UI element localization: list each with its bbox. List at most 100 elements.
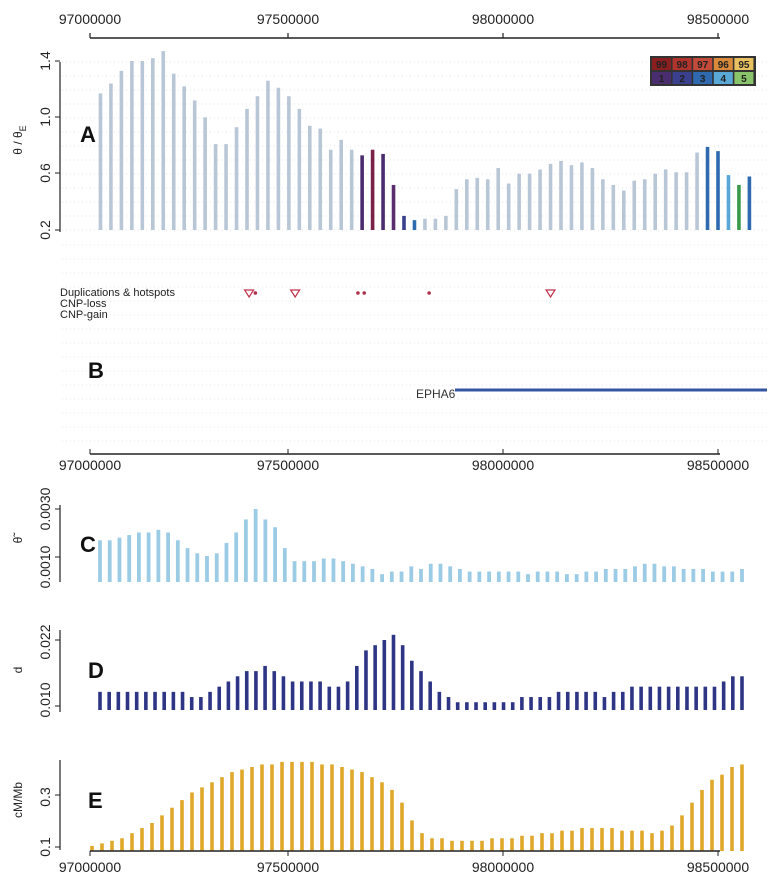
bar-e	[380, 782, 384, 851]
bar-e	[320, 764, 324, 851]
bar-c	[156, 529, 161, 582]
bar-a	[381, 153, 385, 230]
bar-c	[244, 519, 248, 582]
bar-e	[440, 838, 444, 851]
bar-d	[593, 691, 598, 710]
bar-a	[642, 179, 647, 230]
panel-a-ytick-2: 1.0	[37, 107, 53, 127]
bar-e	[520, 835, 524, 851]
bar-d	[144, 691, 148, 710]
bar-c	[730, 571, 735, 582]
legend-cell-label: 1	[659, 74, 665, 85]
bar-a	[203, 117, 207, 230]
bar-e	[120, 838, 124, 851]
bar-d	[483, 702, 487, 710]
bar-a	[391, 184, 396, 230]
bar-d	[685, 686, 689, 710]
bar-a	[360, 155, 364, 230]
bar-d	[345, 681, 350, 710]
bar-d	[217, 686, 222, 710]
bar-c	[477, 571, 482, 582]
bar-d	[419, 671, 423, 710]
bar-d	[336, 686, 341, 710]
legend-cell-label: 99	[656, 60, 668, 71]
bar-e	[670, 825, 674, 851]
bottom-xtick-label-2: 98000000	[472, 859, 535, 875]
bar-e	[430, 838, 434, 851]
bar-a	[485, 179, 490, 230]
bar-a	[475, 177, 480, 230]
top-x-axis: 97000000 97500000 98000000 98500000	[59, 11, 749, 39]
bar-d	[620, 691, 625, 710]
bar-e	[260, 764, 264, 851]
panel-c-ytick-0: 0.0010	[37, 545, 53, 588]
bar-d	[676, 686, 680, 710]
bottom-xtick-label-0: 97000000	[59, 859, 122, 875]
bar-a	[737, 184, 741, 230]
bar-c	[370, 568, 375, 582]
bottom-xtick-label-3: 98500000	[687, 859, 750, 875]
panel-b-marks	[243, 289, 557, 299]
bar-d	[520, 697, 524, 710]
bar-c	[98, 540, 102, 582]
bar-a	[433, 218, 438, 230]
bar-a	[559, 160, 563, 230]
bar-d	[731, 676, 735, 710]
bar-a	[454, 189, 459, 230]
legend-cell-label: 96	[718, 60, 730, 71]
bar-c	[224, 542, 229, 582]
bar-e	[100, 843, 104, 851]
bar-e	[310, 761, 314, 851]
bar-c	[438, 563, 443, 582]
bar-c	[166, 532, 170, 582]
bar-d	[437, 691, 442, 710]
bar-a	[726, 175, 731, 230]
bar-e	[580, 828, 584, 851]
legend-swatch	[672, 58, 692, 70]
track-label-duplications: Duplications & hotspots	[60, 287, 175, 299]
bar-a	[423, 218, 427, 230]
bar-a	[611, 184, 616, 230]
panel-e-ytick-1: 0.3	[37, 787, 53, 807]
bar-e	[740, 764, 744, 851]
bar-c	[623, 568, 628, 582]
bar-e	[550, 833, 554, 851]
bar-d	[630, 686, 634, 710]
bar-a	[151, 58, 155, 230]
legend-cell-label: 2	[679, 74, 685, 85]
bar-c	[321, 558, 326, 582]
panel-a-bars	[98, 51, 752, 231]
panel-d-ylabel: d	[11, 667, 25, 674]
bar-e	[700, 789, 704, 851]
bar-d	[272, 671, 277, 710]
bar-d	[171, 691, 176, 710]
bar-a	[255, 96, 260, 230]
bar-c	[214, 553, 219, 582]
bar-d	[740, 676, 744, 710]
bar-e	[300, 761, 304, 851]
bar-e	[480, 840, 484, 851]
bar-e	[160, 815, 164, 851]
legend-cell-label: 97	[697, 60, 709, 71]
bar-e	[330, 764, 334, 851]
hotspot-triangle	[289, 289, 301, 299]
bar-c	[292, 561, 297, 582]
bar-d	[299, 681, 304, 710]
duplication-dot	[356, 291, 360, 295]
bar-e	[130, 833, 134, 851]
bar-c	[428, 563, 433, 582]
bar-a	[224, 144, 228, 230]
bar-d	[391, 634, 396, 710]
bar-a	[590, 168, 595, 230]
bar-c	[389, 571, 394, 582]
bar-c	[506, 571, 511, 582]
bar-a	[465, 179, 469, 230]
bar-a	[130, 61, 134, 230]
bar-d	[98, 691, 102, 710]
bar-c	[195, 553, 200, 582]
panel-e-letter: E	[88, 788, 103, 813]
bar-e	[200, 787, 204, 851]
bar-d	[575, 691, 579, 710]
panel-a-grid	[62, 61, 767, 231]
bar-e	[570, 830, 574, 851]
